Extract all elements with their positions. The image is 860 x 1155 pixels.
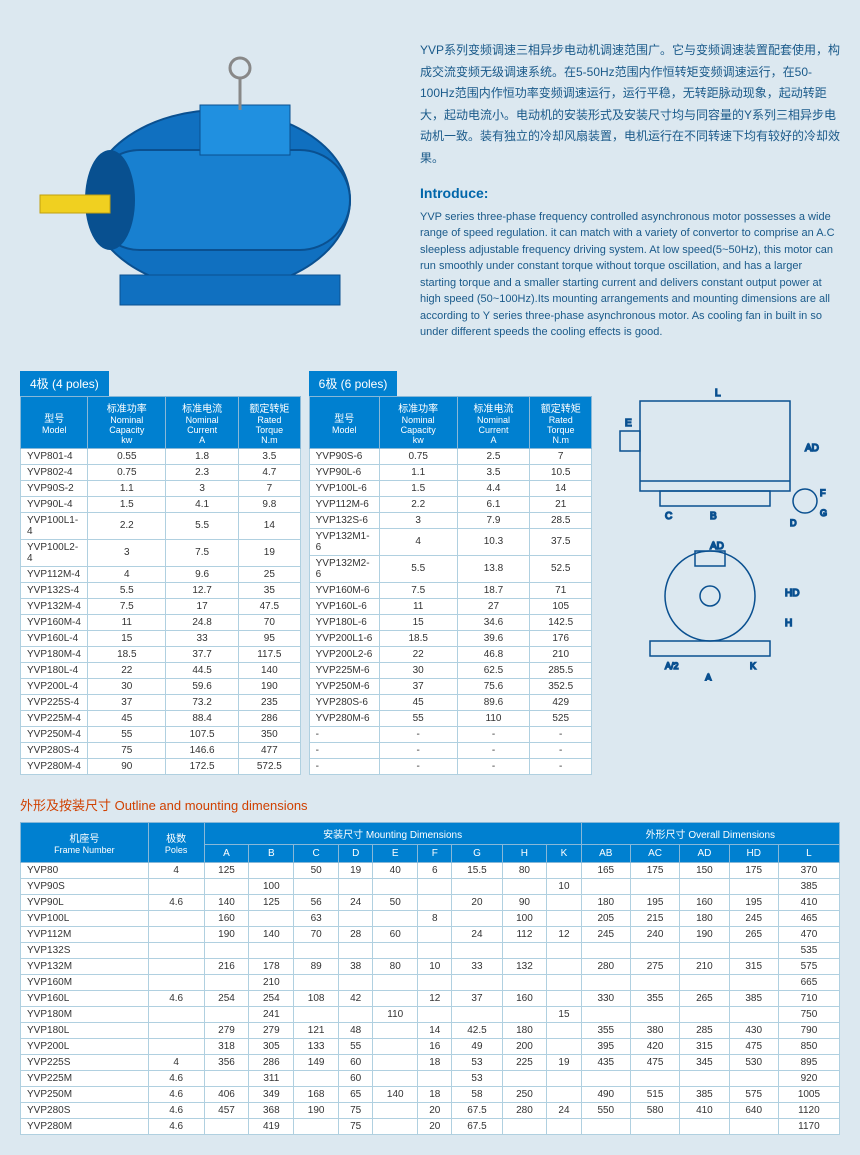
english-intro: YVP series three-phase frequency control… — [420, 209, 840, 341]
introduce-heading: Introduce: — [420, 185, 840, 201]
svg-text:E: E — [625, 418, 632, 429]
tab-4poles: 4极 (4 poles) — [20, 371, 109, 396]
svg-text:AD: AD — [805, 443, 819, 454]
svg-text:B: B — [710, 511, 717, 522]
svg-text:D: D — [790, 518, 797, 528]
motor-image — [20, 20, 400, 340]
svg-text:H: H — [785, 618, 792, 629]
svg-text:A: A — [705, 673, 712, 681]
svg-text:A/2: A/2 — [665, 661, 679, 671]
svg-text:L: L — [715, 388, 721, 399]
chinese-intro: YVP系列变频调速三相异步电动机调速范围广。它与变频调速装置配套使用，构成交流变… — [420, 40, 840, 170]
dimensions-table: 机座号Frame Number极数Poles安装尺寸 Mounting Dime… — [20, 822, 840, 1135]
dimension-diagrams: L E AD C B F G D AD HD H A/2 K A — [600, 371, 840, 775]
svg-text:HD: HD — [785, 588, 799, 599]
table-4poles: 型号Model标准功率Nominal Capacitykw标准电流Nominal… — [20, 396, 301, 775]
svg-text:F: F — [820, 488, 826, 498]
svg-text:AD: AD — [710, 541, 724, 552]
tab-6poles: 6极 (6 poles) — [309, 371, 398, 396]
svg-text:K: K — [750, 661, 756, 671]
svg-text:C: C — [665, 511, 672, 522]
table-6poles: 型号Model标准功率Nominal Capacitykw标准电流Nominal… — [309, 396, 592, 775]
dimensions-title: 外形及按装尺寸 Outline and mounting dimensions — [20, 795, 840, 814]
svg-text:G: G — [820, 508, 827, 518]
